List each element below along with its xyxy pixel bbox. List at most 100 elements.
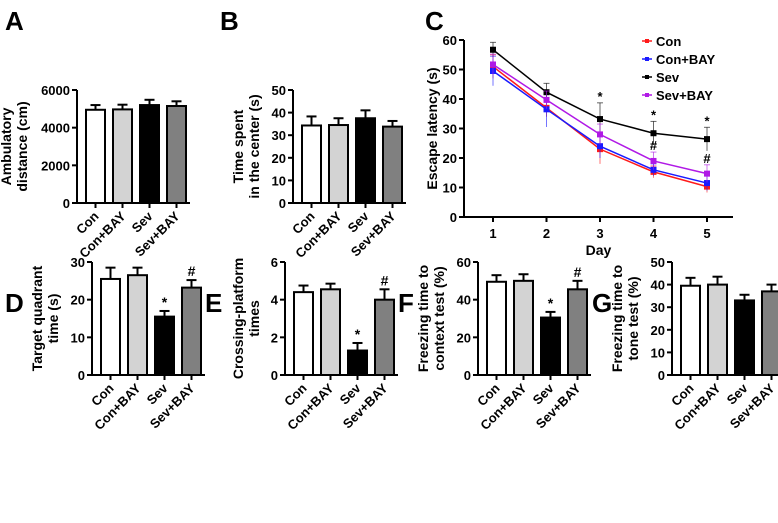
y-tick-label: 10 — [272, 173, 286, 188]
bar-con-bay — [707, 283, 728, 377]
y-tick-label: 50 — [651, 255, 665, 270]
y-tick-label: 50 — [443, 63, 457, 78]
significance-mark: * — [704, 113, 710, 128]
significance-mark: * — [162, 294, 168, 310]
y-axis-label: Time spent — [230, 109, 246, 183]
panel-letter: D — [5, 288, 24, 318]
y-axis-label: in the center (s) — [246, 94, 262, 198]
y-tick-label: 30 — [651, 300, 665, 315]
legend-label: Con+BAY — [656, 52, 715, 67]
y-axis-label: Freezing time to — [609, 265, 625, 372]
data-point — [490, 46, 496, 53]
y-tick-label: 0 — [464, 368, 471, 383]
bar-sev-bay — [166, 105, 187, 204]
bar-con-bay — [328, 124, 349, 204]
y-axis-label: times — [246, 300, 262, 337]
y-tick-label: 0 — [78, 368, 85, 383]
y-tick-label: 2000 — [41, 158, 70, 173]
bar-sev — [355, 117, 376, 204]
data-point — [597, 131, 603, 138]
legend-label: Sev+BAY — [656, 88, 713, 103]
y-tick-label: 0 — [658, 368, 665, 383]
bar-con — [100, 277, 121, 377]
y-tick-label: 10 — [651, 345, 665, 360]
data-point — [704, 170, 710, 177]
y-axis-label: Crossing-platform — [230, 258, 246, 379]
significance-mark: # — [188, 263, 196, 279]
significance-mark: # — [650, 138, 658, 153]
y-tick-label: 20 — [651, 323, 665, 338]
panel-letter: G — [592, 288, 612, 318]
series-sev-bay — [490, 53, 710, 183]
y-tick-label: 2 — [271, 330, 278, 345]
bar-con-bay — [112, 108, 133, 204]
panel-letter: A — [5, 6, 24, 36]
y-tick-label: 30 — [443, 122, 457, 137]
data-point — [704, 180, 710, 187]
significance-mark: * — [651, 107, 657, 122]
y-tick-label: 0 — [271, 368, 278, 383]
bar-sev — [540, 316, 561, 376]
panel-G: G 0 10 20 30 40 50 Freezing time to tone test (%… — [592, 255, 778, 433]
legend-label: Con — [656, 34, 681, 49]
legend-marker — [645, 75, 649, 79]
y-tick-label: 4 — [271, 293, 279, 308]
panel-letter: E — [205, 288, 222, 318]
x-axis-label: Day — [586, 242, 612, 258]
data-point — [704, 136, 710, 143]
panel-C: C 0 10 20 30 40 50 60 1 2 3 4 5 Day Escape latency (s)… — [424, 6, 733, 258]
y-tick-label: 40 — [272, 106, 286, 121]
y-tick-label: 10 — [71, 330, 85, 345]
y-axis-label: context test (%) — [431, 266, 447, 370]
y-tick-label: 50 — [272, 83, 286, 98]
y-tick-label: 0 — [279, 196, 286, 211]
data-point — [597, 116, 603, 123]
y-tick-label: 6 — [271, 255, 278, 270]
panel-F: F 0 20 40 60 Freezing time to context test (%)… — [398, 255, 591, 433]
y-axis-label: Ambulatory — [0, 107, 14, 185]
panel-letter: B — [220, 6, 239, 36]
bar-sev-bay — [181, 286, 202, 377]
y-axis-label: Freezing time to — [415, 265, 431, 372]
legend-marker — [645, 93, 649, 97]
bar-sev — [154, 315, 175, 377]
y-tick-label: 60 — [457, 255, 471, 270]
significance-mark: * — [355, 326, 361, 342]
bar-sev-bay — [374, 298, 395, 376]
bar-sev-bay — [382, 125, 403, 204]
y-tick-label: 30 — [272, 128, 286, 143]
y-tick-label: 40 — [651, 278, 665, 293]
y-tick-label: 40 — [457, 293, 471, 308]
legend-marker — [645, 57, 649, 61]
data-point — [650, 130, 657, 137]
bar-con — [301, 124, 322, 204]
bar-con-bay — [127, 274, 148, 376]
series-sev — [490, 41, 710, 151]
data-point — [543, 106, 550, 113]
y-tick-label: 20 — [457, 330, 471, 345]
y-tick-label: 60 — [443, 33, 457, 48]
significance-mark: # — [574, 264, 582, 280]
y-tick-label: 4000 — [41, 121, 70, 136]
x-tick-label: 4 — [650, 226, 658, 241]
y-tick-label: 20 — [71, 293, 85, 308]
x-tick-label: 2 — [543, 226, 550, 241]
significance-mark: * — [597, 89, 603, 104]
y-tick-label: 40 — [443, 92, 457, 107]
significance-mark: # — [381, 272, 389, 288]
bar-sev-bay — [567, 288, 588, 376]
data-point — [597, 143, 603, 150]
x-tick-label: 1 — [489, 226, 496, 241]
x-tick-label: 3 — [596, 226, 603, 241]
y-axis-label: tone test (%) — [625, 277, 641, 361]
significance-mark: * — [548, 295, 554, 311]
data-point — [543, 96, 550, 103]
bar-con — [680, 284, 701, 377]
bar-sev-bay — [761, 290, 778, 377]
